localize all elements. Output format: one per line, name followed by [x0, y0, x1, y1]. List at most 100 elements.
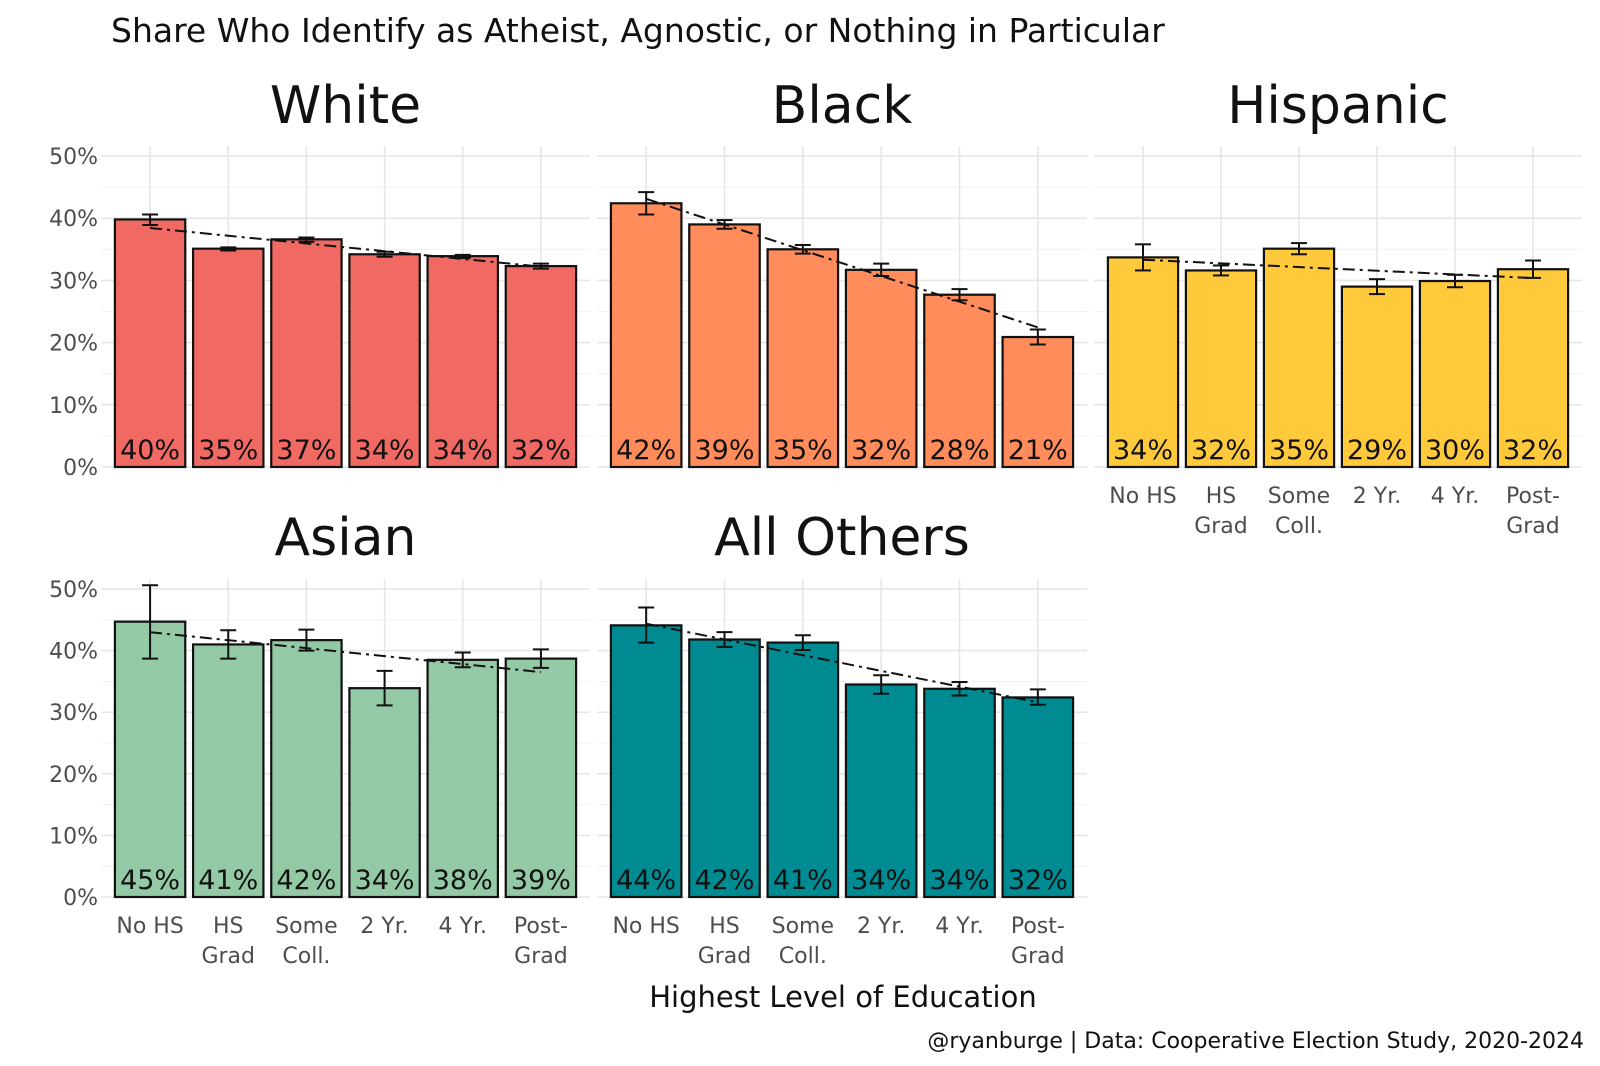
- x-tick-label: Grad: [698, 944, 752, 969]
- x-tick-label: Coll.: [779, 944, 827, 969]
- bar-hispanic-no-hs: [1106, 256, 1180, 469]
- error-bar-black-2-yr: [873, 262, 890, 278]
- data-label-white: 35%: [198, 435, 258, 466]
- x-tick-label: Post-: [514, 914, 568, 939]
- error-bar-asian-no-hs: [142, 584, 159, 660]
- panel-title-hispanic: Hispanic: [1227, 76, 1449, 136]
- data-label-hispanic: 34%: [1113, 435, 1173, 466]
- y-tick-label: 10%: [49, 824, 98, 849]
- bar-white-4-yr: [426, 255, 500, 469]
- x-tick-label: Grad: [514, 944, 568, 969]
- x-tick-label: Coll.: [282, 944, 330, 969]
- x-tick-label: No HS: [612, 914, 679, 939]
- y-tick-label: 40%: [49, 207, 98, 232]
- data-label-black: 32%: [851, 435, 911, 466]
- bar-asian-no-hs: [113, 620, 187, 899]
- chart-caption: @ryanburge | Data: Cooperative Election …: [927, 1029, 1584, 1054]
- error-bar-white-no-hs: [142, 213, 159, 227]
- error-bar-all-others-post-grad: [1029, 688, 1046, 706]
- bar-asian-2-yr: [348, 687, 421, 899]
- y-tick-label: 0%: [63, 886, 98, 911]
- bar-all-others-no-hs: [609, 624, 683, 899]
- bar-white-2-yr: [348, 253, 421, 469]
- panel-title-asian: Asian: [275, 508, 417, 568]
- x-tick-label: Grad: [1506, 514, 1560, 539]
- data-label-all-others: 32%: [1008, 865, 1068, 896]
- bar-black-2-yr: [844, 268, 918, 469]
- error-bar-asian-post-grad: [532, 648, 549, 669]
- panel-asian: Asian 0% 10% 20% 30% 40% 50% 45% 41% 42% 34% 38% 39%…: [49, 508, 590, 969]
- data-label-asian: 39%: [511, 865, 571, 896]
- x-tick-label: HS: [1206, 484, 1237, 509]
- data-label-asian: 45%: [120, 865, 180, 896]
- error-bar-black-no-hs: [638, 191, 655, 216]
- error-bar-all-others-hs-grad: [716, 631, 733, 648]
- error-bar-hispanic-post-grad: [1525, 259, 1541, 279]
- error-bar-all-others-4-yr: [951, 681, 968, 697]
- bar-all-others-hs-grad: [688, 638, 761, 899]
- error-bar-hispanic-2-yr: [1369, 278, 1385, 296]
- data-label-white: 34%: [355, 435, 415, 466]
- panel-title-black: Black: [772, 76, 913, 136]
- error-bar-hispanic-no-hs: [1135, 243, 1151, 272]
- x-tick-label: Post-: [1011, 914, 1065, 939]
- x-tick-label: 4 Yr.: [935, 914, 983, 939]
- trend-line-asian: [149, 631, 542, 674]
- bar-all-others-some-coll: [766, 641, 840, 899]
- bar-white-hs-grad: [191, 247, 265, 469]
- error-bar-white-post-grad: [532, 262, 549, 270]
- error-bar-asian-hs-grad: [220, 629, 237, 660]
- error-bar-white-2-yr: [376, 250, 393, 258]
- x-tick-label: Grad: [1194, 514, 1248, 539]
- y-tick-label: 40%: [49, 640, 98, 665]
- data-label-all-others: 34%: [929, 865, 989, 896]
- bar-hispanic-4-yr: [1418, 279, 1492, 469]
- x-axis-title: Highest Level of Education: [649, 980, 1037, 1014]
- y-tick-label: 30%: [49, 701, 98, 726]
- error-bar-white-hs-grad: [220, 246, 237, 252]
- y-tick-label: 30%: [49, 269, 98, 294]
- data-label-all-others: 44%: [616, 865, 676, 896]
- bar-black-no-hs: [609, 202, 683, 469]
- error-bar-white-some-coll: [298, 236, 315, 243]
- panel-all-others: All Others 44% 42% 41% 34% 34% 32% No HS HS Grad S…: [597, 508, 1087, 969]
- bar-black-post-grad: [1001, 335, 1075, 469]
- bar-asian-post-grad: [504, 657, 578, 899]
- trend-line-white: [149, 227, 542, 268]
- x-tick-label: 2 Yr.: [857, 914, 905, 939]
- panel-hispanic: Hispanic 34% 32% 35% 29% 30% 32% No HS HS Grad Som…: [1094, 76, 1582, 539]
- bar-white-post-grad: [504, 264, 578, 469]
- error-bar-black-4-yr: [951, 288, 968, 302]
- x-tick-label: Some: [1268, 484, 1330, 509]
- bar-all-others-4-yr: [923, 687, 996, 899]
- data-label-white: 34%: [433, 435, 493, 466]
- y-tick-label: 50%: [49, 145, 98, 170]
- data-label-black: 42%: [616, 435, 676, 466]
- x-tick-label: HS: [709, 914, 740, 939]
- bar-white-some-coll: [270, 238, 343, 469]
- trend-line-hispanic: [1142, 258, 1534, 280]
- x-tick-label: Grad: [1011, 944, 1065, 969]
- trend-line-black: [645, 197, 1039, 329]
- y-tick-label: 10%: [49, 394, 98, 419]
- y-tick-label: 50%: [49, 578, 98, 603]
- bar-asian-some-coll: [270, 639, 343, 899]
- error-bar-white-4-yr: [454, 253, 471, 260]
- bar-white-no-hs: [113, 218, 187, 469]
- error-bar-black-hs-grad: [716, 219, 733, 230]
- y-tick-label: 20%: [49, 763, 98, 788]
- panels: White 0% 10% 20% 30% 40% 50% 40% 35% 37% 34% 34% 32%…: [49, 76, 1582, 969]
- bar-all-others-2-yr: [844, 683, 918, 899]
- x-tick-label: Some: [772, 914, 834, 939]
- data-label-asian: 42%: [276, 865, 336, 896]
- bar-hispanic-2-yr: [1340, 285, 1414, 469]
- chart-title: Share Who Identify as Atheist, Agnostic,…: [111, 11, 1165, 50]
- data-label-white: 40%: [120, 435, 180, 466]
- data-label-black: 35%: [773, 435, 833, 466]
- x-tick-label: Post-: [1506, 484, 1560, 509]
- trend-line-all-others: [645, 622, 1039, 704]
- error-bar-hispanic-some-coll: [1291, 242, 1307, 256]
- error-bar-hispanic-hs-grad: [1213, 264, 1229, 277]
- error-bar-all-others-2-yr: [873, 674, 890, 695]
